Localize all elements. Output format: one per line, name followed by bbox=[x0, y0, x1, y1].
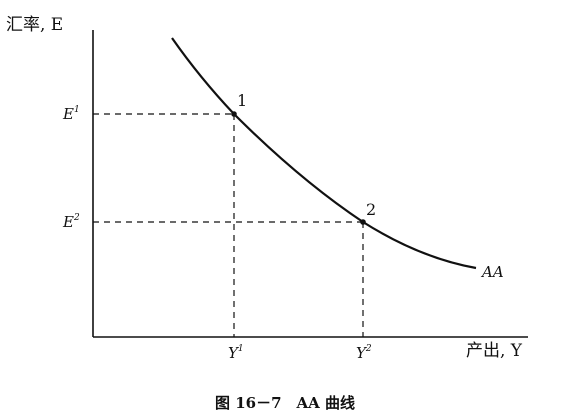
point-2-marker bbox=[360, 219, 366, 225]
y1-label: Y1 bbox=[228, 344, 244, 362]
e1-label-base: E bbox=[62, 105, 74, 123]
y2-label-base: Y bbox=[356, 344, 368, 362]
y1-label-base: Y bbox=[228, 344, 240, 362]
e2-label-sup: 2 bbox=[73, 213, 80, 223]
aa-curve bbox=[171, 37, 477, 270]
x-axis-label: 产出, Y bbox=[466, 341, 523, 361]
e2-label-base: E bbox=[62, 213, 74, 231]
y2-label: Y2 bbox=[356, 344, 372, 362]
e1-label: E1 bbox=[62, 105, 80, 123]
y1-label-sup: 1 bbox=[238, 344, 244, 354]
aa-curve-label: AA bbox=[480, 263, 504, 281]
figure-caption: 图 16－7 AA 曲线 bbox=[215, 394, 355, 412]
point-2-label: 2 bbox=[366, 200, 376, 219]
y-axis-label: 汇率, E bbox=[6, 15, 63, 35]
y2-label-sup: 2 bbox=[365, 344, 372, 354]
e1-label-sup: 1 bbox=[74, 105, 80, 115]
point-1-label: 1 bbox=[237, 91, 247, 110]
point-1-marker bbox=[231, 111, 237, 117]
e2-label: E2 bbox=[62, 213, 80, 231]
